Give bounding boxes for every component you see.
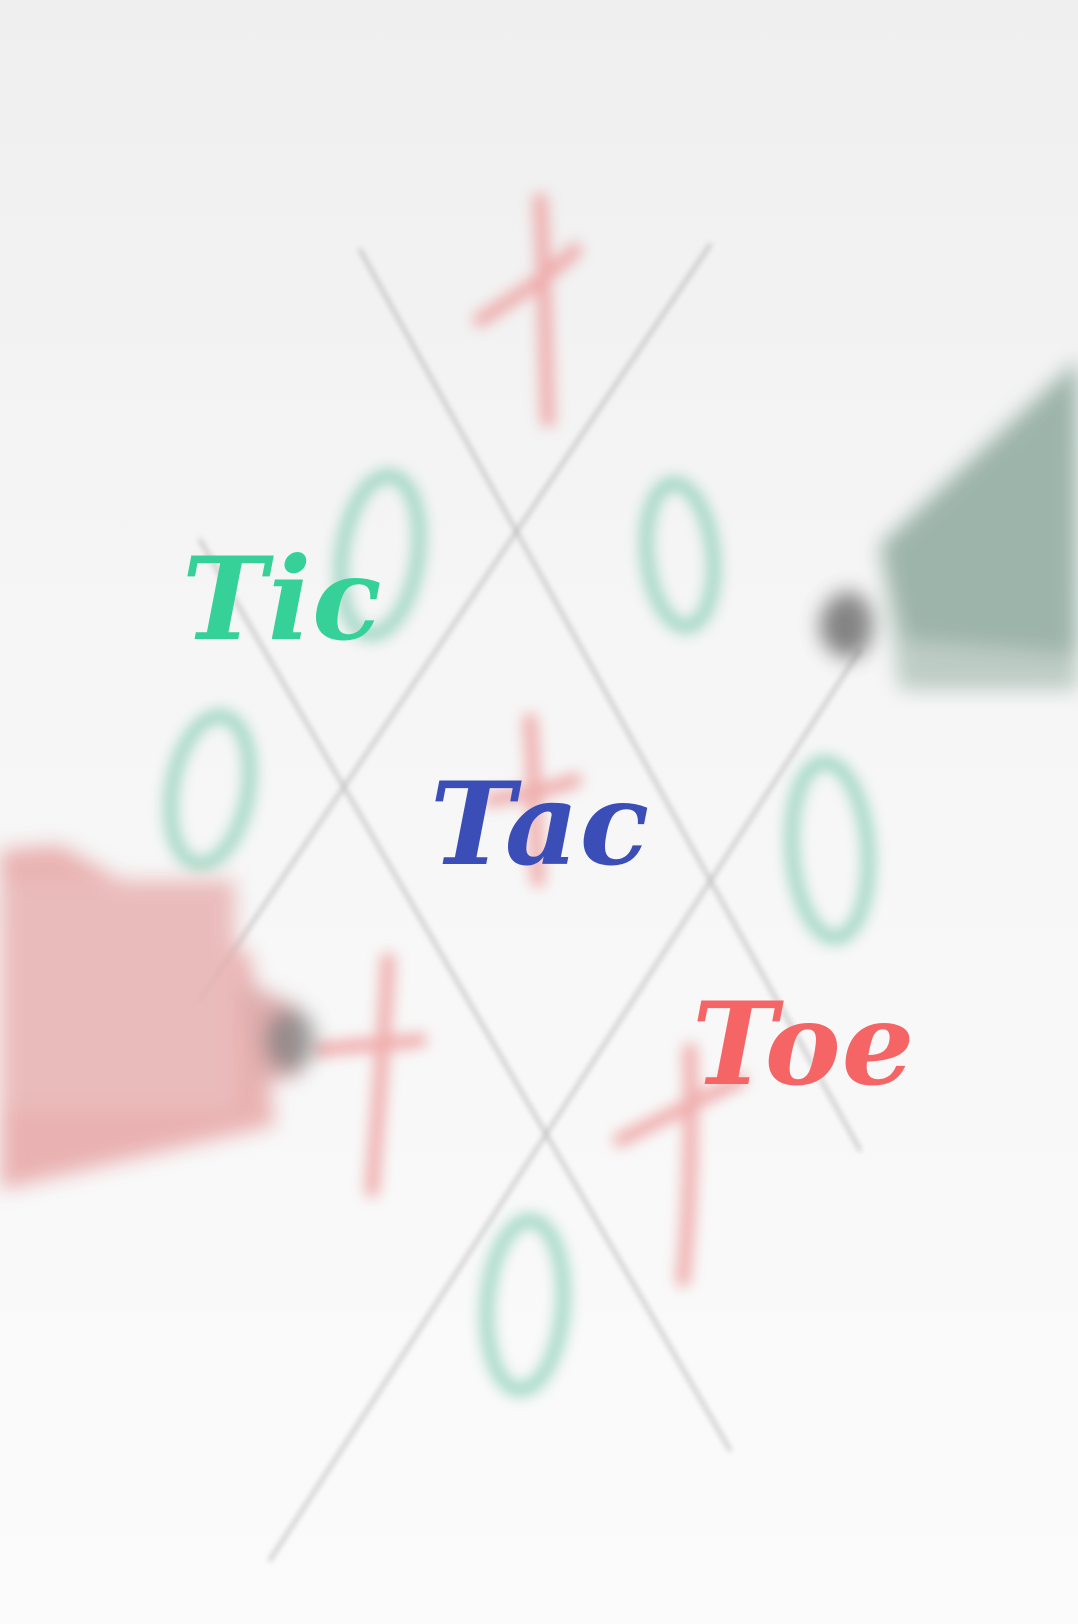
green-marker-icon: [820, 360, 1078, 690]
red-marker-icon: [0, 845, 315, 1190]
o-mark-icon: [163, 469, 875, 1397]
title-word-toe: Toe: [692, 977, 916, 1111]
title-word-tic: Tic: [182, 532, 383, 666]
x-mark-icon: [313, 193, 747, 1287]
grid-lines-icon: [198, 243, 862, 1562]
title-word-tac: Tac: [430, 757, 651, 891]
